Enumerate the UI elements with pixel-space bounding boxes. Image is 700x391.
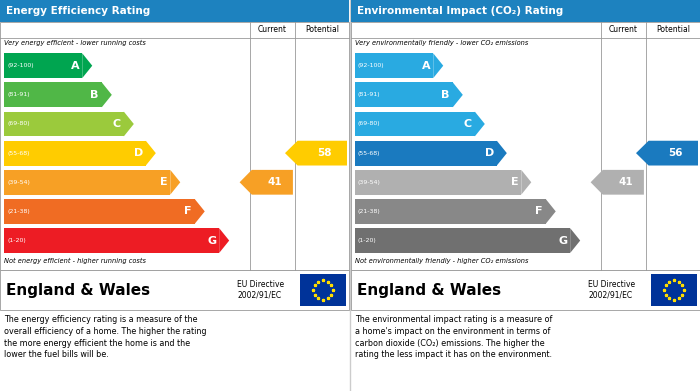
Bar bbox=[651, 274, 697, 306]
Text: D: D bbox=[134, 148, 143, 158]
Polygon shape bbox=[570, 228, 580, 253]
Polygon shape bbox=[83, 53, 92, 78]
Text: F: F bbox=[536, 206, 542, 216]
Text: (92-100): (92-100) bbox=[358, 63, 384, 68]
Polygon shape bbox=[546, 199, 556, 224]
Bar bbox=[300, 274, 346, 306]
Bar bbox=[4, 83, 101, 107]
Text: C: C bbox=[113, 119, 121, 129]
Text: 41: 41 bbox=[618, 177, 633, 187]
Bar bbox=[4, 111, 124, 136]
Polygon shape bbox=[219, 228, 229, 253]
Text: (21-38): (21-38) bbox=[358, 209, 381, 214]
Text: (39-54): (39-54) bbox=[7, 180, 30, 185]
Polygon shape bbox=[591, 170, 644, 195]
Text: (69-80): (69-80) bbox=[7, 122, 29, 126]
Bar bbox=[355, 170, 522, 195]
Text: A: A bbox=[71, 61, 79, 71]
Text: The energy efficiency rating is a measure of the
overall efficiency of a home. T: The energy efficiency rating is a measur… bbox=[4, 315, 206, 359]
Text: Environmental Impact (CO₂) Rating: Environmental Impact (CO₂) Rating bbox=[357, 6, 564, 16]
Text: The environmental impact rating is a measure of
a home's impact on the environme: The environmental impact rating is a mea… bbox=[355, 315, 552, 359]
Text: Potential: Potential bbox=[305, 25, 339, 34]
Polygon shape bbox=[195, 199, 204, 224]
Text: (1-20): (1-20) bbox=[358, 238, 377, 243]
Text: E: E bbox=[160, 177, 167, 187]
Polygon shape bbox=[239, 170, 293, 195]
Text: EU Directive
2002/91/EC: EU Directive 2002/91/EC bbox=[237, 280, 284, 300]
Bar bbox=[351, 270, 700, 310]
Polygon shape bbox=[453, 83, 463, 107]
Bar bbox=[355, 53, 433, 78]
Polygon shape bbox=[146, 141, 156, 165]
Polygon shape bbox=[636, 141, 698, 165]
Bar bbox=[355, 83, 453, 107]
Text: C: C bbox=[463, 119, 472, 129]
Text: Current: Current bbox=[609, 25, 638, 34]
Bar bbox=[351, 0, 700, 22]
Text: B: B bbox=[90, 90, 99, 100]
Text: 56: 56 bbox=[668, 148, 683, 158]
Text: E: E bbox=[511, 177, 518, 187]
Polygon shape bbox=[102, 83, 112, 107]
Bar bbox=[351, 22, 700, 270]
Text: (81-91): (81-91) bbox=[358, 92, 381, 97]
Text: (81-91): (81-91) bbox=[7, 92, 29, 97]
Text: G: G bbox=[207, 235, 216, 246]
Text: England & Wales: England & Wales bbox=[357, 283, 501, 298]
Bar bbox=[355, 228, 570, 253]
Text: (1-20): (1-20) bbox=[7, 238, 26, 243]
Text: England & Wales: England & Wales bbox=[6, 283, 150, 298]
Polygon shape bbox=[522, 170, 531, 195]
Polygon shape bbox=[433, 53, 443, 78]
Text: 58: 58 bbox=[317, 148, 332, 158]
Bar bbox=[4, 53, 83, 78]
Bar bbox=[4, 170, 170, 195]
Text: (21-38): (21-38) bbox=[7, 209, 29, 214]
Polygon shape bbox=[475, 111, 485, 136]
Text: F: F bbox=[184, 206, 192, 216]
Polygon shape bbox=[285, 141, 347, 165]
Bar bbox=[355, 199, 546, 224]
Bar bbox=[355, 141, 497, 165]
Polygon shape bbox=[170, 170, 181, 195]
Text: A: A bbox=[421, 61, 430, 71]
Text: D: D bbox=[484, 148, 494, 158]
Text: Not environmentally friendly - higher CO₂ emissions: Not environmentally friendly - higher CO… bbox=[355, 258, 528, 264]
Text: Energy Efficiency Rating: Energy Efficiency Rating bbox=[6, 6, 150, 16]
Bar bbox=[4, 141, 146, 165]
Text: (69-80): (69-80) bbox=[358, 122, 381, 126]
Bar bbox=[0, 22, 349, 270]
Bar bbox=[0, 0, 349, 22]
Text: G: G bbox=[558, 235, 567, 246]
Text: 41: 41 bbox=[267, 177, 282, 187]
Bar bbox=[355, 111, 475, 136]
Text: (92-100): (92-100) bbox=[7, 63, 34, 68]
Polygon shape bbox=[497, 141, 507, 165]
Text: Current: Current bbox=[258, 25, 287, 34]
Polygon shape bbox=[124, 111, 134, 136]
Bar bbox=[0, 270, 349, 310]
Text: Not energy efficient - higher running costs: Not energy efficient - higher running co… bbox=[4, 258, 146, 264]
Text: Very environmentally friendly - lower CO₂ emissions: Very environmentally friendly - lower CO… bbox=[355, 40, 528, 46]
Text: Very energy efficient - lower running costs: Very energy efficient - lower running co… bbox=[4, 40, 146, 46]
Text: EU Directive
2002/91/EC: EU Directive 2002/91/EC bbox=[588, 280, 636, 300]
Text: Potential: Potential bbox=[656, 25, 690, 34]
Bar bbox=[4, 199, 195, 224]
Text: (55-68): (55-68) bbox=[358, 151, 381, 156]
Text: (55-68): (55-68) bbox=[7, 151, 29, 156]
Text: B: B bbox=[442, 90, 450, 100]
Text: (39-54): (39-54) bbox=[358, 180, 381, 185]
Bar bbox=[4, 228, 219, 253]
